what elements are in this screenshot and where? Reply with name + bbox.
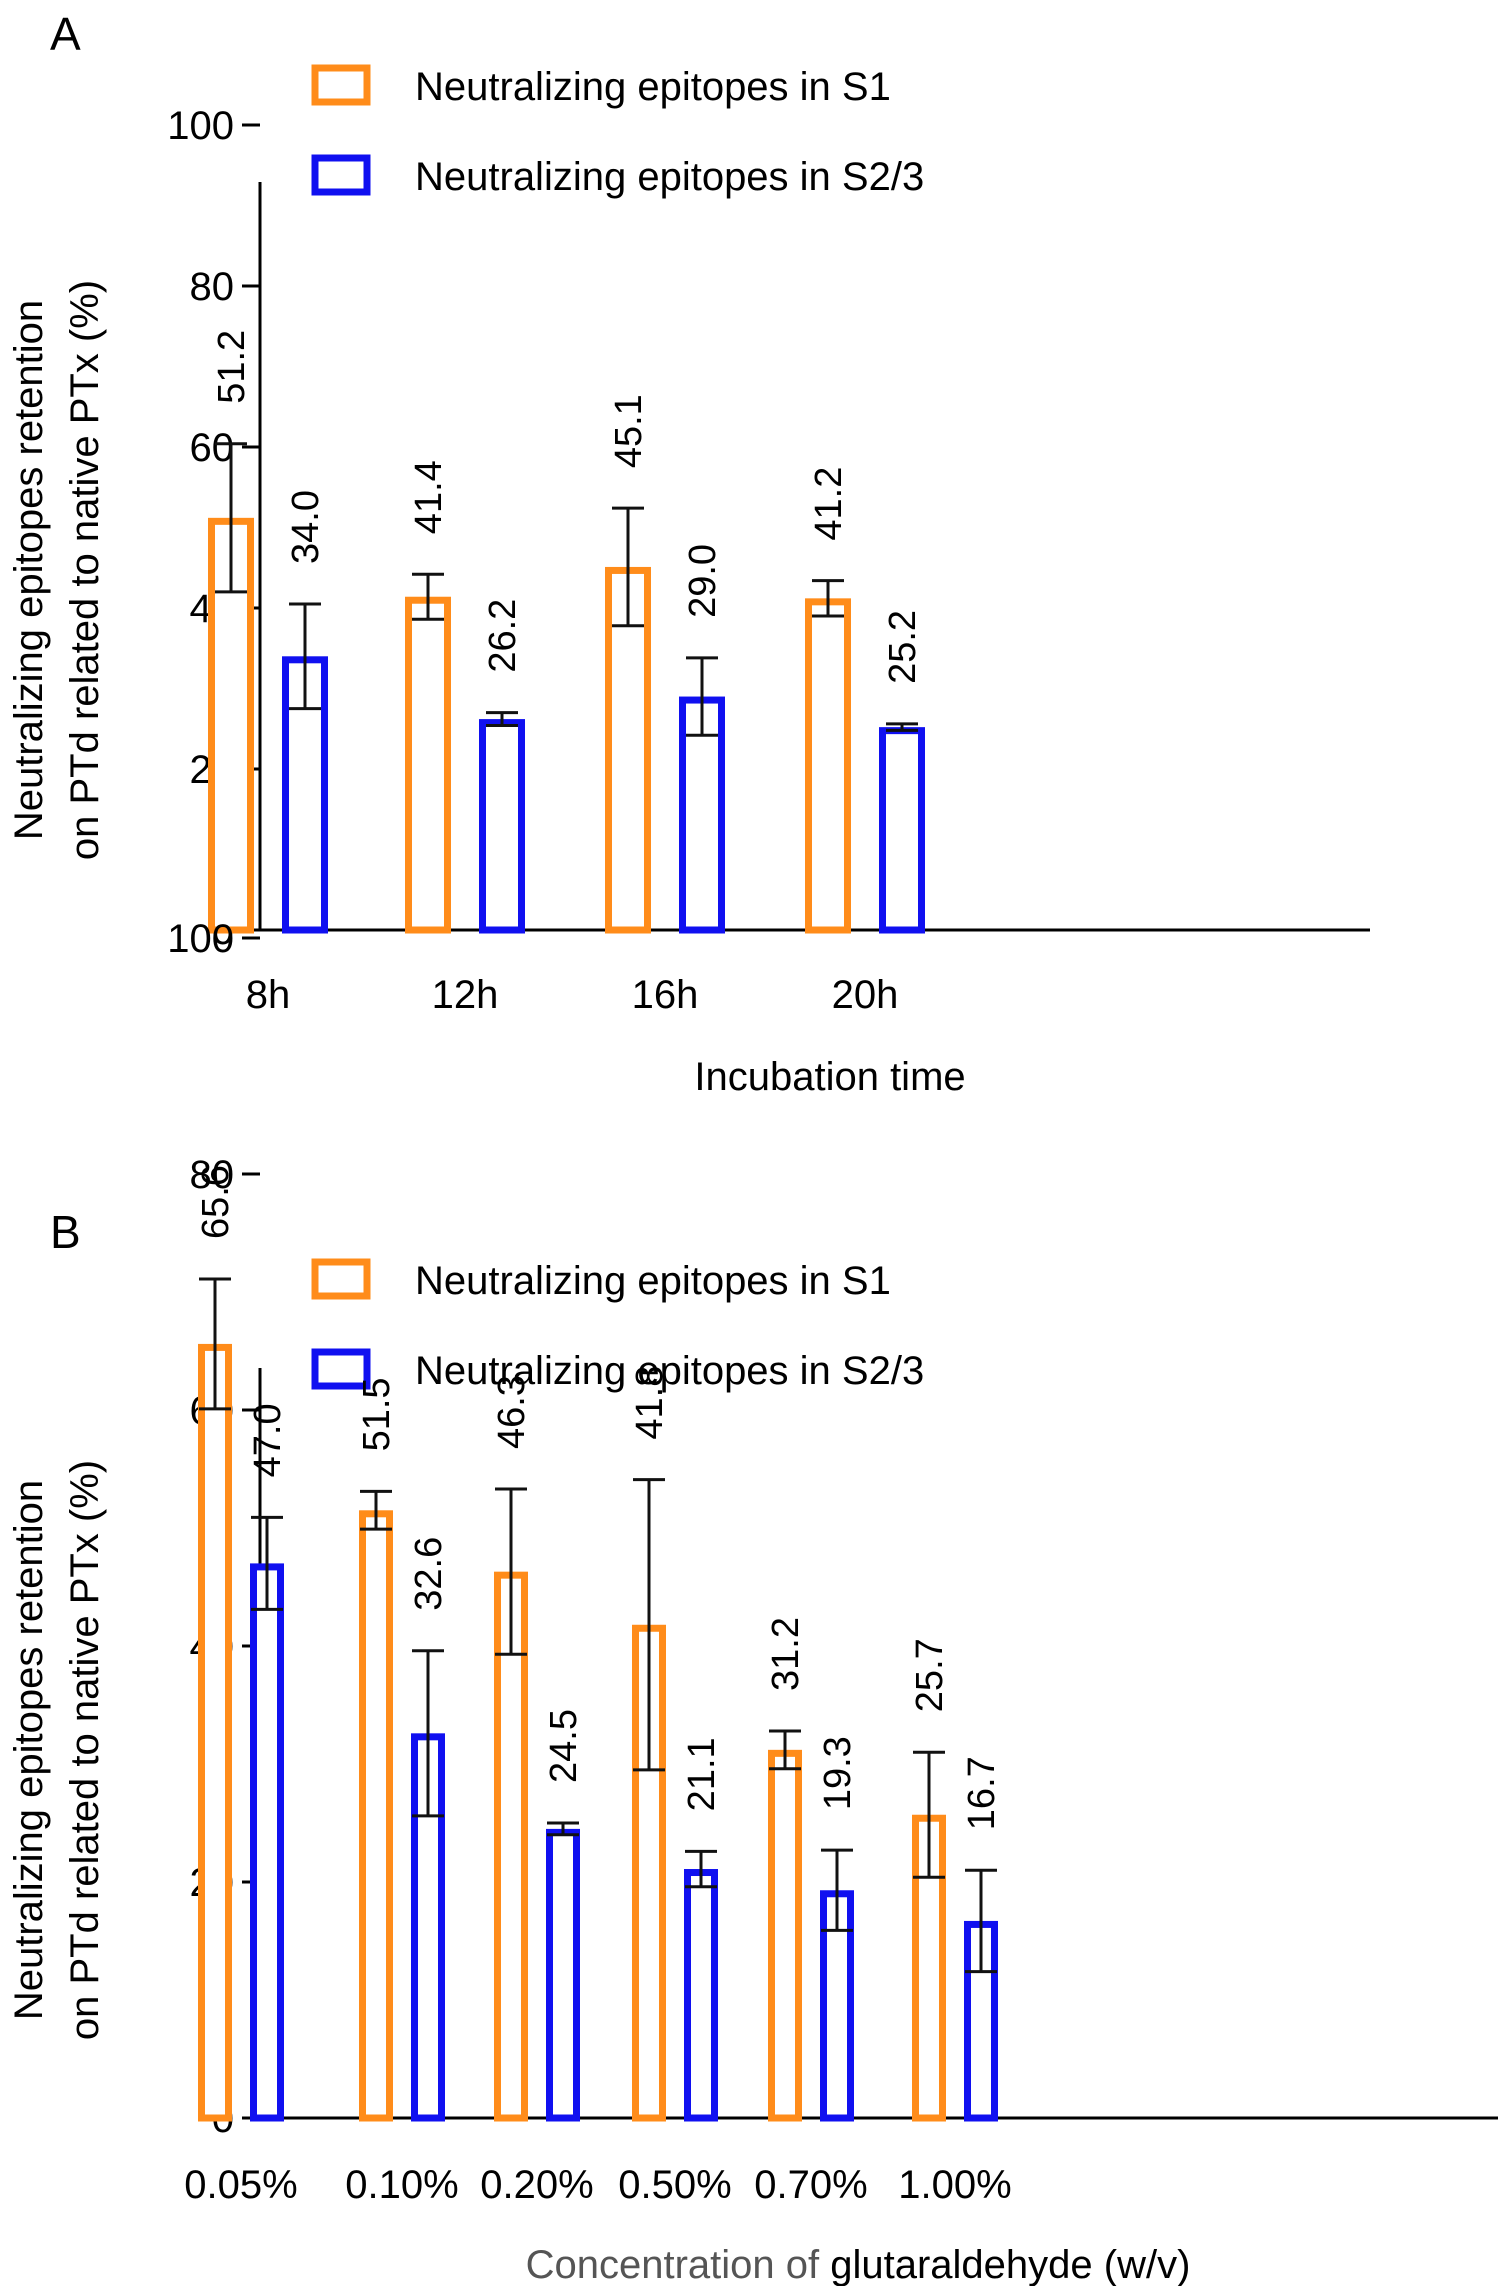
bar-s1-070 (768, 1749, 802, 2122)
y-axis-title-b-line1: Neutralizing epitopes retention (7, 1480, 51, 2020)
bar-s23-12h (479, 719, 525, 934)
y-tick-label: 60 (190, 426, 235, 470)
x-tick-label: 0.20% (480, 2163, 593, 2207)
error-bar (685, 1849, 717, 1889)
error-bar (251, 1515, 283, 1611)
bar-s1-20h (805, 598, 851, 934)
y-axis-title-a-line2: on PTd related to native PTx (%) (63, 280, 107, 860)
x-axis-title-b: Concentration of glutaraldehyde (w/v) (526, 2243, 1191, 2286)
x-tick-label: 16h (632, 973, 699, 1017)
data-label: 16.7 (961, 1756, 1003, 1830)
x-axis-title-a: Incubation time (694, 1055, 965, 1099)
data-label: 32.6 (408, 1537, 450, 1611)
x-tick-label: 1.00% (898, 2163, 1011, 2207)
error-bar (769, 1729, 801, 1771)
x-tick-label: 0.05% (184, 2163, 297, 2207)
bars-b: 65.6 47.0 51.5 32.6 46.3 24.5 41.8 21.1 31.2 19.3… (195, 1165, 1003, 2122)
x-tick-label: 20h (832, 973, 899, 1017)
x-ticks-a: 8h 12h 16h 20h (246, 973, 899, 1017)
data-label: 25.2 (882, 610, 924, 684)
data-label: 45.1 (608, 394, 650, 468)
y-axis-title-b-line2: on PTd related to native PTx (%) (63, 1460, 107, 2040)
error-bar (612, 506, 644, 628)
data-label: 19.3 (817, 1736, 859, 1810)
bar-s23-005 (250, 1563, 284, 2122)
legend-b-swatch-s1 (311, 1258, 371, 1300)
x-tick-label: 8h (246, 973, 291, 1017)
data-label: 21.1 (681, 1737, 723, 1811)
error-bar (812, 579, 844, 618)
x-axis-title-b-part2: glutaraldehyde (w/v) (830, 2243, 1190, 2286)
legend-a-label-s23: Neutralizing epitopes in S2/3 (415, 155, 924, 199)
bar-s23-050 (684, 1869, 718, 2122)
y-tick-label: 80 (190, 265, 235, 309)
panel-b-letter: B (50, 1206, 81, 1258)
bar-s1-020 (494, 1571, 528, 2122)
bars-a: 51.2 34.0 41.4 26.2 45.1 29.0 41.2 25.2 (208, 330, 925, 934)
data-label: 41.8 (629, 1366, 671, 1440)
x-tick-label: 12h (432, 973, 499, 1017)
panel-a: A Neutralizing epitopes in S1 Neutralizi… (7, 8, 1370, 1099)
bar-s1-005 (198, 1343, 232, 2122)
legend-a-swatch-s1 (311, 64, 371, 106)
data-label: 31.2 (765, 1617, 807, 1691)
y-tick-label: 80 (190, 1153, 235, 1197)
error-bar (486, 711, 518, 728)
error-bar (965, 1868, 997, 1974)
legend-b-label-s23: Neutralizing epitopes in S2/3 (415, 1349, 924, 1393)
data-label: 34.0 (285, 490, 327, 564)
legend-b-swatch-s23 (311, 1348, 371, 1390)
error-bar (821, 1848, 853, 1932)
data-label: 24.5 (543, 1709, 585, 1783)
legend-a-label-s1: Neutralizing epitopes in S1 (415, 65, 891, 109)
error-bar (913, 1750, 945, 1879)
x-tick-label: 0.50% (618, 2163, 731, 2207)
y-axis-title-a-line1: Neutralizing epitopes retention (7, 300, 51, 840)
data-label: 46.3 (491, 1375, 533, 1449)
bar-s23-020 (546, 1828, 580, 2122)
x-ticks-b: 0.05% 0.10% 0.20% 0.50% 0.70% 1.00% (184, 2163, 1011, 2207)
error-bar (547, 1821, 579, 1837)
error-bar (495, 1487, 527, 1656)
bar-s23-20h (879, 727, 925, 934)
panel-a-letter: A (50, 8, 81, 60)
error-bar (360, 1489, 392, 1531)
data-label: 41.4 (408, 460, 450, 534)
error-bar (412, 1649, 444, 1818)
data-label: 65.6 (195, 1165, 237, 1239)
legend-a-swatch-s23 (311, 154, 371, 196)
bar-s1-010 (359, 1510, 393, 2122)
data-label: 25.7 (909, 1638, 951, 1712)
x-axis-title-b-part1: Concentration of (526, 2243, 820, 2286)
data-label: 41.2 (808, 467, 850, 541)
data-label: 47.0 (247, 1403, 289, 1477)
error-bar (199, 1277, 231, 1411)
data-label: 26.2 (482, 599, 524, 673)
x-tick-label: 0.70% (754, 2163, 867, 2207)
y-tick-label: 100 (167, 917, 234, 961)
bar-s1-12h (405, 596, 451, 934)
data-label: 51.2 (211, 330, 253, 404)
error-bar (215, 442, 247, 594)
panel-b: B Neutralizing epitopes in S1 Neutralizi… (7, 917, 1498, 2286)
error-bar (412, 572, 444, 621)
data-label: 29.0 (682, 544, 724, 618)
error-bar (686, 656, 718, 737)
y-tick-label: 100 (167, 104, 234, 148)
error-bar (289, 602, 321, 711)
legend-b-label-s1: Neutralizing epitopes in S1 (415, 1259, 891, 1303)
error-bar (633, 1478, 665, 1772)
x-tick-label: 0.10% (345, 2163, 458, 2207)
data-label: 51.5 (356, 1377, 398, 1451)
error-bar (886, 722, 918, 732)
